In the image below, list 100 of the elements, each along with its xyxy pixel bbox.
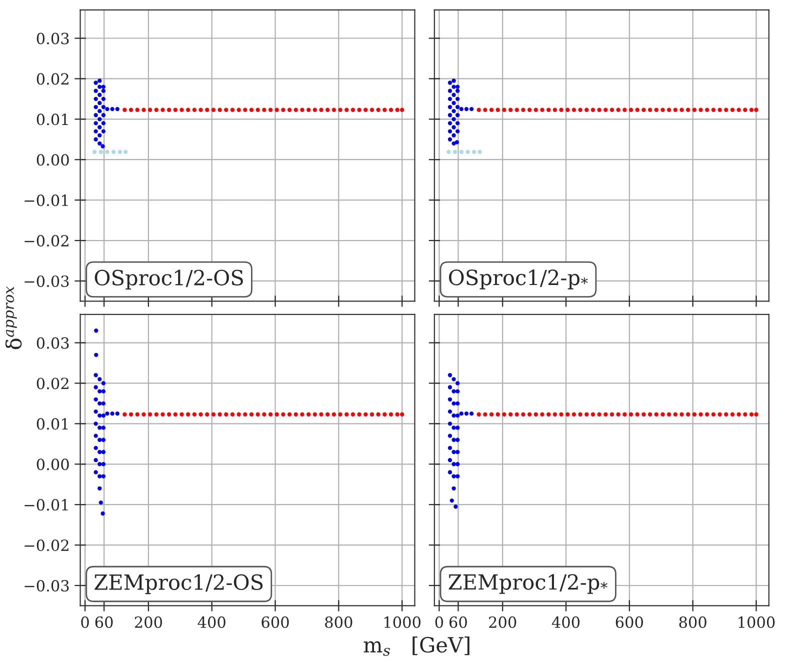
point — [101, 113, 106, 118]
point — [686, 412, 690, 416]
point — [496, 412, 500, 416]
point — [686, 108, 690, 112]
y-tick-label: −0.01 — [24, 499, 68, 511]
point — [452, 78, 456, 83]
point — [218, 412, 222, 416]
point — [94, 104, 98, 110]
point — [521, 412, 526, 416]
point — [115, 411, 120, 416]
point — [94, 422, 98, 426]
point — [350, 412, 356, 416]
point — [400, 412, 404, 416]
point — [673, 108, 678, 112]
point — [635, 108, 640, 112]
point — [357, 412, 362, 416]
point — [205, 108, 210, 112]
point — [395, 412, 400, 416]
point — [166, 108, 172, 112]
point — [110, 106, 114, 112]
point — [446, 150, 451, 154]
point — [211, 412, 216, 416]
point — [610, 412, 614, 416]
point — [294, 108, 298, 112]
point — [94, 446, 98, 450]
point — [559, 412, 564, 416]
point — [122, 108, 127, 112]
point — [98, 108, 102, 114]
annotation: OSproc1/2-OS — [94, 270, 243, 290]
point — [98, 414, 102, 418]
point — [464, 411, 469, 416]
point — [287, 108, 292, 112]
point — [749, 108, 754, 112]
point — [448, 104, 452, 110]
point — [110, 411, 114, 416]
point — [224, 108, 228, 112]
point — [730, 412, 735, 416]
point — [118, 150, 122, 154]
point — [604, 108, 608, 112]
point — [654, 108, 658, 112]
point — [698, 412, 703, 416]
point — [94, 80, 98, 85]
point — [332, 108, 336, 112]
point — [224, 412, 228, 416]
point — [98, 450, 102, 454]
point — [572, 108, 576, 112]
point — [230, 412, 235, 416]
point — [400, 108, 404, 112]
point — [754, 412, 758, 416]
point — [666, 108, 672, 112]
point — [98, 141, 102, 146]
point — [724, 412, 728, 416]
point — [98, 125, 102, 130]
point — [94, 88, 98, 93]
point — [218, 108, 222, 112]
point — [584, 108, 589, 112]
point — [754, 108, 758, 112]
point — [101, 96, 106, 102]
point — [186, 412, 190, 416]
point — [262, 412, 266, 416]
point — [584, 412, 589, 416]
point — [94, 434, 98, 438]
y-tick-label: −0.01 — [24, 194, 68, 206]
point — [281, 412, 286, 416]
point — [448, 397, 452, 402]
point — [105, 106, 110, 112]
point — [648, 412, 652, 416]
point — [698, 108, 703, 112]
point — [736, 412, 741, 416]
point — [101, 381, 106, 386]
point — [448, 409, 452, 414]
point — [448, 422, 452, 426]
point — [680, 108, 684, 112]
point — [610, 108, 614, 112]
point — [590, 108, 596, 112]
point — [616, 108, 620, 112]
y-tick-label: 0.02 — [36, 378, 68, 390]
point — [344, 412, 349, 416]
point — [749, 412, 754, 416]
point — [459, 106, 464, 112]
point — [565, 108, 570, 112]
point — [527, 108, 532, 112]
point — [452, 377, 456, 382]
point — [459, 411, 464, 416]
point — [300, 412, 304, 416]
point — [711, 108, 716, 112]
point — [105, 411, 110, 416]
point — [455, 104, 460, 110]
x-tick-label: 60 — [450, 616, 467, 628]
point — [540, 412, 544, 416]
point — [660, 108, 665, 112]
point — [642, 412, 646, 416]
point — [186, 108, 190, 112]
point — [654, 412, 658, 416]
point — [743, 412, 748, 416]
point — [736, 108, 741, 112]
point — [198, 412, 203, 416]
point — [94, 470, 98, 474]
point — [527, 412, 532, 416]
point — [101, 414, 106, 418]
